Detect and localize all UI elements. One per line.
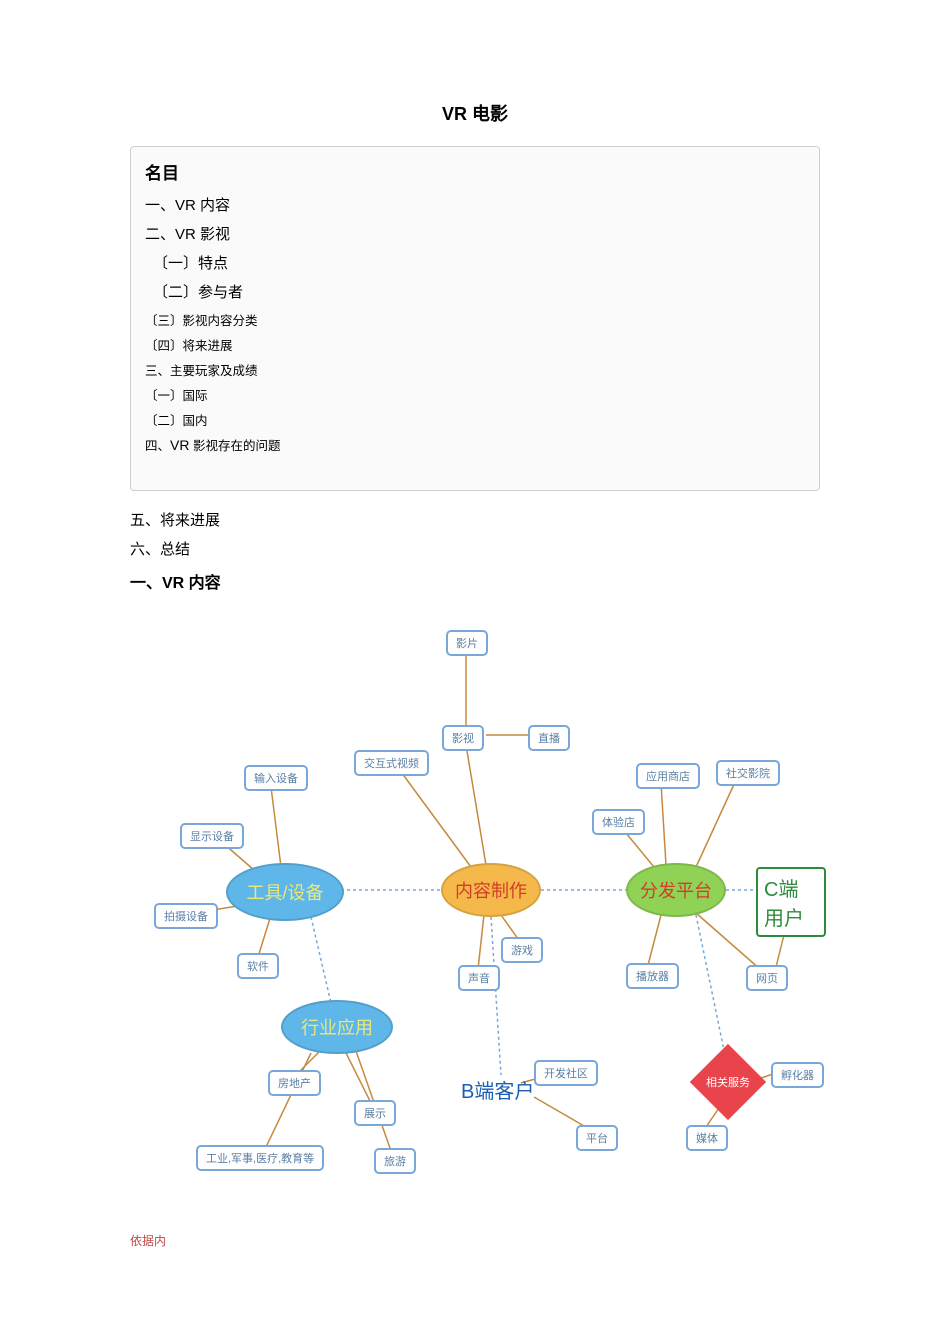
mindmap-diagram: 工具/设备 内容制作 分发平台行业应用 C端用户 B端客户 相关服务 影片影视 直播交互式视频… [136,605,826,1165]
bubble-industry: 行业应用 [281,1000,393,1054]
node-film-clip: 影片 [446,630,488,656]
toc-heading: 名目 [145,159,805,184]
node-platform: 平台 [576,1125,618,1151]
toc-item: 一、VR 内容 [145,194,805,215]
diagram-wrap: 工具/设备内容制作分发平台行业应用C端用户B端客户相关服务影片影视直播交互式视频… [136,605,820,1165]
toc-small: 〔二〕国内 [145,410,805,429]
toc-small: 〔三〕影视内容分类 [145,310,805,329]
node-industry-list: 工业,军事,医疗,教育等 [196,1145,324,1171]
footer-text: 依据内 [130,1232,166,1249]
toc-prefix: 四、 [145,439,170,453]
toc-small-vr: 四、VR 影视存在的问题 [145,435,805,454]
bubble-distribute: 分发平台 [626,863,726,917]
node-incubator: 孵化器 [771,1062,824,1088]
node-media: 媒体 [686,1125,728,1151]
bubble-content: 内容制作 [441,863,541,917]
bignode-c_user: C端用户 [756,867,826,937]
node-appstore: 应用商店 [636,763,700,789]
below-item-6: 六、总结 [130,538,820,559]
node-exp-store: 体验店 [592,809,645,835]
node-game: 游戏 [501,937,543,963]
toc-item: 二、VR 影视 [145,223,805,244]
node-web: 网页 [746,965,788,991]
node-sound: 声音 [458,965,500,991]
node-interactive: 交互式视频 [354,750,429,776]
toc-vr: VR [170,437,189,453]
node-input-dev: 输入设备 [244,765,308,791]
node-display-dev: 显示设备 [180,823,244,849]
node-player: 播放器 [626,963,679,989]
node-video: 影视 [442,725,484,751]
diamond-related-services: 相关服务 [690,1044,766,1120]
toc-box: 名目 一、VR 内容 二、VR 影视 〔一〕特点 〔二〕参与者 〔三〕影视内容分… [130,146,820,491]
bubble-tools: 工具/设备 [226,863,344,921]
section-1-head: 一、VR 内容 [130,569,820,593]
node-social-cinema: 社交影院 [716,760,780,786]
toc-small: 〔四〕将来进展 [145,335,805,354]
node-realestate: 房地产 [268,1070,321,1096]
node-capture-dev: 拍摄设备 [154,903,218,929]
node-expo: 展示 [354,1100,396,1126]
toc-sub: 〔一〕特点 [153,252,805,273]
page-title: VR 电影 [130,100,820,126]
node-live: 直播 [528,725,570,751]
toc-small: 〔一〕国际 [145,385,805,404]
below-item-5: 五、将来进展 [130,509,820,530]
bignode-b_user: B端客户 [461,1075,534,1104]
toc-small: 三、主要玩家及成绩 [145,360,805,379]
node-dev-community: 开发社区 [534,1060,598,1086]
toc-suffix: 影视存在的问题 [189,439,280,453]
node-tourism: 旅游 [374,1148,416,1174]
toc-sub: 〔二〕参与者 [153,281,805,302]
node-software: 软件 [237,953,279,979]
